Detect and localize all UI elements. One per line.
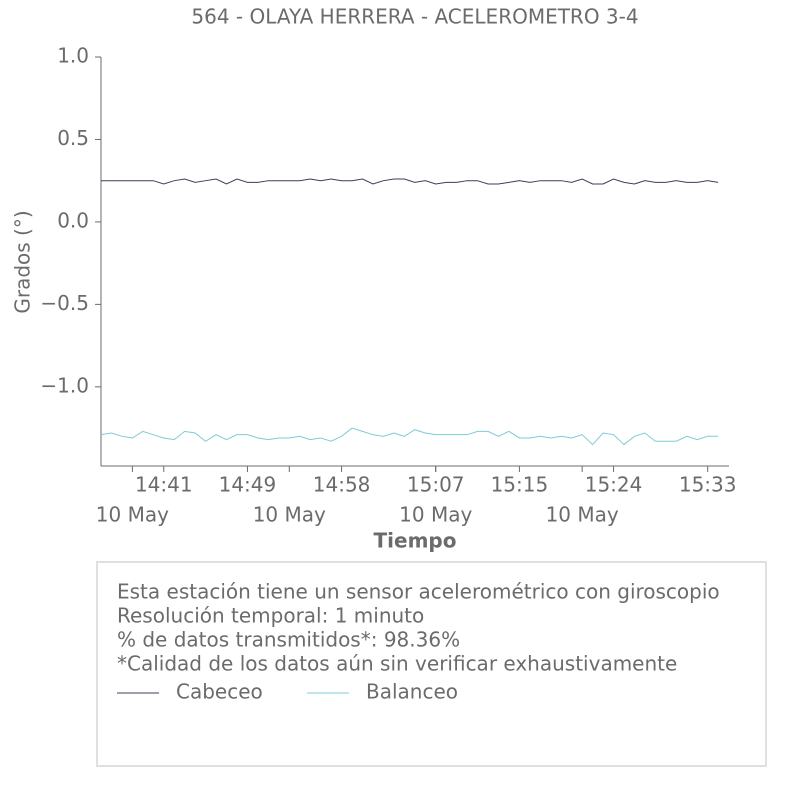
legend-label: Cabeceo — [176, 680, 263, 704]
y-tick-label: 0.0 — [57, 208, 89, 232]
x-tick-label: 14:49 — [219, 473, 277, 497]
x-tick-label: 15:07 — [407, 473, 465, 497]
x-date-label: 10 May — [96, 503, 169, 527]
data-line — [100, 427, 719, 446]
data-line — [101, 178, 719, 185]
x-tick-label: 15:33 — [679, 473, 737, 497]
x-date-label: 10 May — [546, 503, 619, 527]
y-tick-label: −0.5 — [40, 291, 89, 315]
y-tick-label: 1.0 — [57, 44, 89, 68]
chart-title: 564 - OLAYA HERRERA - ACELEROMETRO 3-4 — [191, 5, 638, 29]
info-box — [96, 561, 767, 767]
info-line: Esta estación tiene un sensor aceleromét… — [117, 580, 720, 604]
info-line: % de datos transmitidos*: 98.36% — [117, 628, 460, 652]
x-tick-label: 14:41 — [135, 473, 193, 497]
x-tick-label: 14:58 — [313, 473, 371, 497]
y-tick-label: −1.0 — [40, 373, 89, 397]
y-axis-label: Grados (°) — [11, 210, 35, 313]
info-line: Resolución temporal: 1 minuto — [117, 604, 424, 628]
x-tick-label: 15:15 — [491, 473, 549, 497]
x-date-label: 10 May — [253, 503, 326, 527]
legend-label: Balanceo — [366, 680, 458, 704]
info-line: *Calidad de los datos aún sin verificar … — [117, 652, 677, 676]
x-date-label: 10 May — [399, 503, 472, 527]
x-axis-label: Tiempo — [374, 529, 457, 553]
x-tick-label: 15:24 — [585, 473, 643, 497]
y-tick-label: 0.5 — [57, 126, 89, 150]
